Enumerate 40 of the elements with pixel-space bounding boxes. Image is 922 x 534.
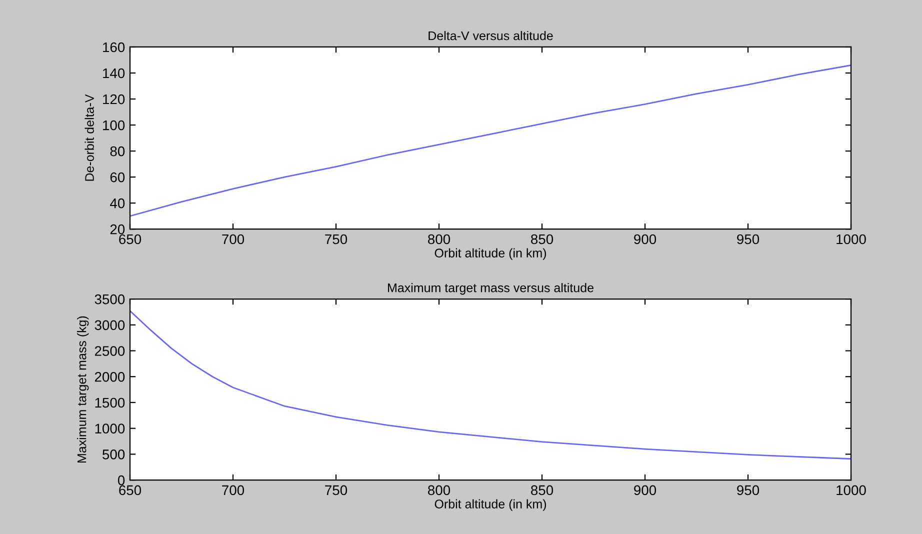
y-axis-title: Maximum target mass (kg) [77, 316, 89, 462]
x-tick-label: 900 [634, 485, 656, 496]
x-tick-label: 750 [325, 234, 348, 244]
x-tick-label: 800 [428, 234, 450, 244]
x-tick-label: 850 [531, 485, 554, 496]
chart-title: Delta-V versus altitude [428, 30, 553, 40]
x-axis-title: Orbit altitude (in km) [434, 248, 546, 260]
y-tick-label: 2500 [94, 346, 125, 356]
x-tick-label: 700 [222, 485, 244, 496]
y-tick-label: 140 [103, 68, 125, 78]
y-axis-title: De-orbit delta-V [84, 94, 94, 181]
line-series [130, 310, 852, 460]
x-tick-label: 950 [737, 485, 760, 496]
line-series [130, 64, 852, 217]
chart-title: Maximum target mass versus altitude [388, 283, 594, 295]
y-tick-label: 1500 [95, 398, 125, 408]
x-tick-label: 650 [119, 485, 142, 496]
y-tick-label: 0 [118, 475, 125, 486]
x-tick-label: 700 [222, 234, 244, 244]
x-tick-label: 1000 [836, 234, 866, 244]
x-tick-label: 850 [531, 234, 554, 244]
y-tick-label: 40 [110, 198, 125, 208]
y-tick-label: 160 [103, 42, 125, 52]
y-tick-label: 3500 [94, 294, 125, 304]
x-tick-label: 800 [428, 485, 450, 496]
y-tick-label: 500 [102, 450, 125, 460]
x-tick-label: 900 [634, 234, 656, 244]
x-axis-title: Orbit altitude (in km) [434, 499, 546, 511]
y-tick-label: 1000 [95, 424, 125, 434]
x-tick-label: 750 [325, 485, 348, 496]
x-tick-label: 1000 [836, 485, 866, 496]
y-tick-label: 60 [110, 172, 125, 182]
y-tick-label: 3000 [94, 320, 125, 330]
y-tick-label: 80 [110, 146, 125, 156]
y-tick-label: 100 [103, 120, 125, 130]
y-tick-label: 20 [110, 224, 125, 234]
y-tick-label: 120 [103, 94, 125, 104]
y-tick-label: 2000 [94, 372, 125, 382]
x-tick-label: 950 [737, 234, 760, 244]
x-tick-label: 650 [119, 234, 142, 244]
